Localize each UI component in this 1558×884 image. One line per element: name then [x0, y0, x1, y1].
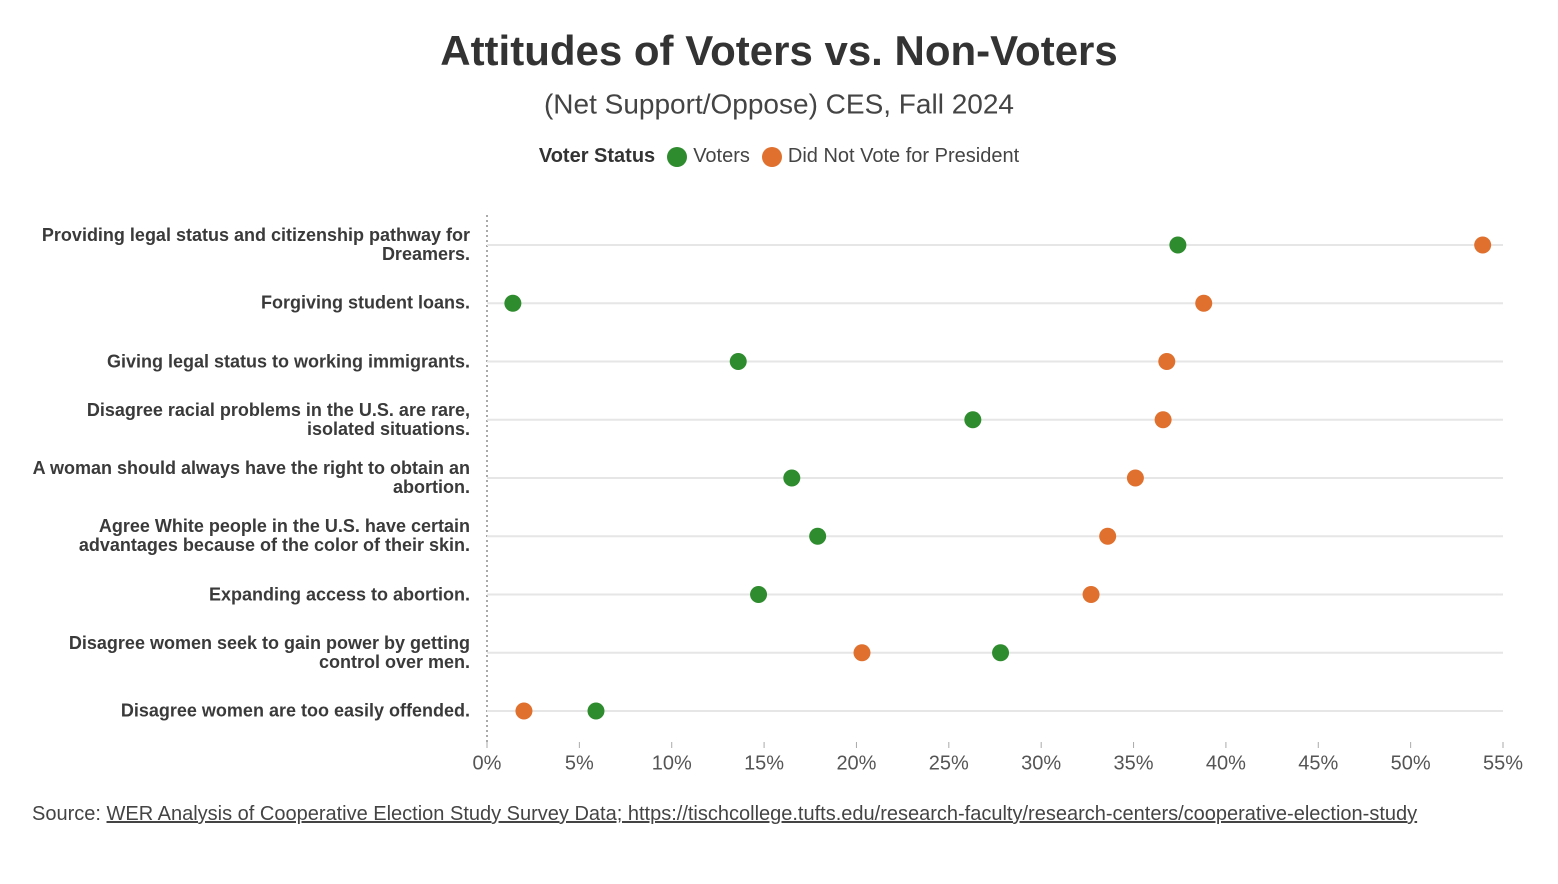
- x-tick-label: 20%: [836, 752, 876, 774]
- dot: [515, 702, 533, 720]
- dot: [1126, 469, 1144, 487]
- x-tick-label: 55%: [1483, 752, 1523, 774]
- source-label: Source:: [32, 803, 101, 825]
- dot: [750, 586, 768, 603]
- x-tick-label: 40%: [1206, 752, 1246, 774]
- legend-swatch: [761, 146, 782, 167]
- x-tick-label: 15%: [744, 752, 784, 774]
- chart-title: Attitudes of Voters vs. Non-Voters: [440, 27, 1118, 74]
- category-label: Disagree racial problems in the U.S. are…: [86, 399, 470, 439]
- category-label: Forgiving student loans.: [260, 292, 470, 313]
- x-tick-label: 25%: [929, 752, 969, 774]
- legend-label: Voters: [693, 145, 750, 167]
- source: Source: WER Analysis of Cooperative Elec…: [32, 800, 1492, 828]
- category-label: A woman should always have the right to …: [32, 458, 470, 497]
- dot: [1195, 294, 1213, 312]
- dot: [1082, 586, 1100, 603]
- source-link[interactable]: WER Analysis of Cooperative Election Stu…: [106, 803, 1418, 825]
- dot: [1154, 411, 1172, 429]
- dot: [729, 353, 747, 370]
- dot: [1474, 236, 1492, 254]
- dot: [783, 469, 801, 487]
- x-tick-label: 30%: [1021, 752, 1061, 774]
- x-tick-label: 35%: [1114, 752, 1154, 774]
- category-label: Disagree women seek to gain power by get…: [68, 632, 470, 672]
- category-label: Giving legal status to working immigrant…: [106, 351, 470, 371]
- category-label: Providing legal status and citizenship p…: [41, 225, 470, 264]
- x-tick-label: 5%: [565, 752, 594, 774]
- dot: [504, 294, 522, 312]
- legend: Voter Status Voters Did Not Vote for Pres…: [0, 145, 1558, 168]
- category-label: Expanding access to abortion.: [208, 584, 470, 604]
- legend-label: Did Not Vote for President: [787, 145, 1020, 167]
- dot: [587, 702, 605, 720]
- dot: [964, 411, 982, 429]
- dot: [992, 644, 1010, 662]
- legend-title: Voter Status: [538, 145, 656, 167]
- dot: [1169, 236, 1187, 254]
- dot: [1158, 353, 1176, 370]
- category-label: Agree White people in the U.S. have cert…: [78, 516, 470, 556]
- x-tick-label: 0%: [473, 752, 502, 774]
- legend-swatch: [667, 146, 688, 167]
- x-tick-label: 50%: [1391, 752, 1431, 774]
- chart-subtitle: (Net Support/Oppose) CES, Fall 2024: [544, 88, 1014, 119]
- x-tick-label: 45%: [1298, 752, 1338, 774]
- x-tick-label: 10%: [652, 752, 692, 774]
- dot: [1099, 527, 1117, 545]
- dot: [853, 644, 871, 662]
- category-label: Disagree women are too easily offended.: [120, 700, 470, 721]
- dot: [809, 527, 827, 545]
